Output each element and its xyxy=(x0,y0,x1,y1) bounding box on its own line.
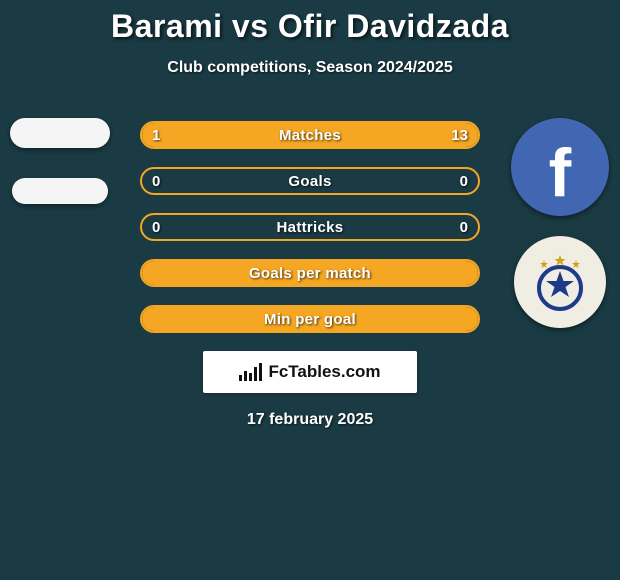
club-emblem-icon xyxy=(530,252,590,312)
player-right-column: f xyxy=(508,118,612,328)
stat-row-hattricks: 0 Hattricks 0 xyxy=(140,213,480,241)
stats-section: 1 Matches 13 0 Goals 0 0 Hattricks 0 Goa… xyxy=(140,121,480,333)
stat-row-goals-per-match: Goals per match xyxy=(140,259,480,287)
stat-value-right: 0 xyxy=(460,219,468,236)
stat-row-min-per-goal: Min per goal xyxy=(140,305,480,333)
club-badge xyxy=(514,236,606,328)
main-container: Barami vs Ofir Davidzada Club competitio… xyxy=(0,0,620,429)
stat-label: Min per goal xyxy=(264,311,356,328)
facebook-badge[interactable]: f xyxy=(511,118,609,216)
facebook-icon: f xyxy=(549,134,572,212)
brand-chart-icon xyxy=(239,363,262,381)
stat-value-left: 1 xyxy=(152,127,160,144)
stat-value-left: 0 xyxy=(152,219,160,236)
stat-value-right: 0 xyxy=(460,173,468,190)
stat-label: Matches xyxy=(279,127,341,144)
player-left-club-silhouette xyxy=(12,178,108,204)
brand-link[interactable]: FcTables.com xyxy=(203,351,417,393)
stat-label: Hattricks xyxy=(277,219,344,236)
brand-text: FcTables.com xyxy=(268,362,380,382)
player-left-silhouette xyxy=(10,118,110,148)
stat-label: Goals per match xyxy=(249,265,371,282)
stat-row-goals: 0 Goals 0 xyxy=(140,167,480,195)
stat-value-left: 0 xyxy=(152,173,160,190)
stat-row-matches: 1 Matches 13 xyxy=(140,121,480,149)
page-title: Barami vs Ofir Davidzada xyxy=(0,8,620,45)
stat-value-right: 13 xyxy=(451,127,468,144)
player-left-column xyxy=(8,118,112,204)
stat-label: Goals xyxy=(288,173,331,190)
page-subtitle: Club competitions, Season 2024/2025 xyxy=(0,59,620,77)
date-label: 17 february 2025 xyxy=(0,411,620,429)
